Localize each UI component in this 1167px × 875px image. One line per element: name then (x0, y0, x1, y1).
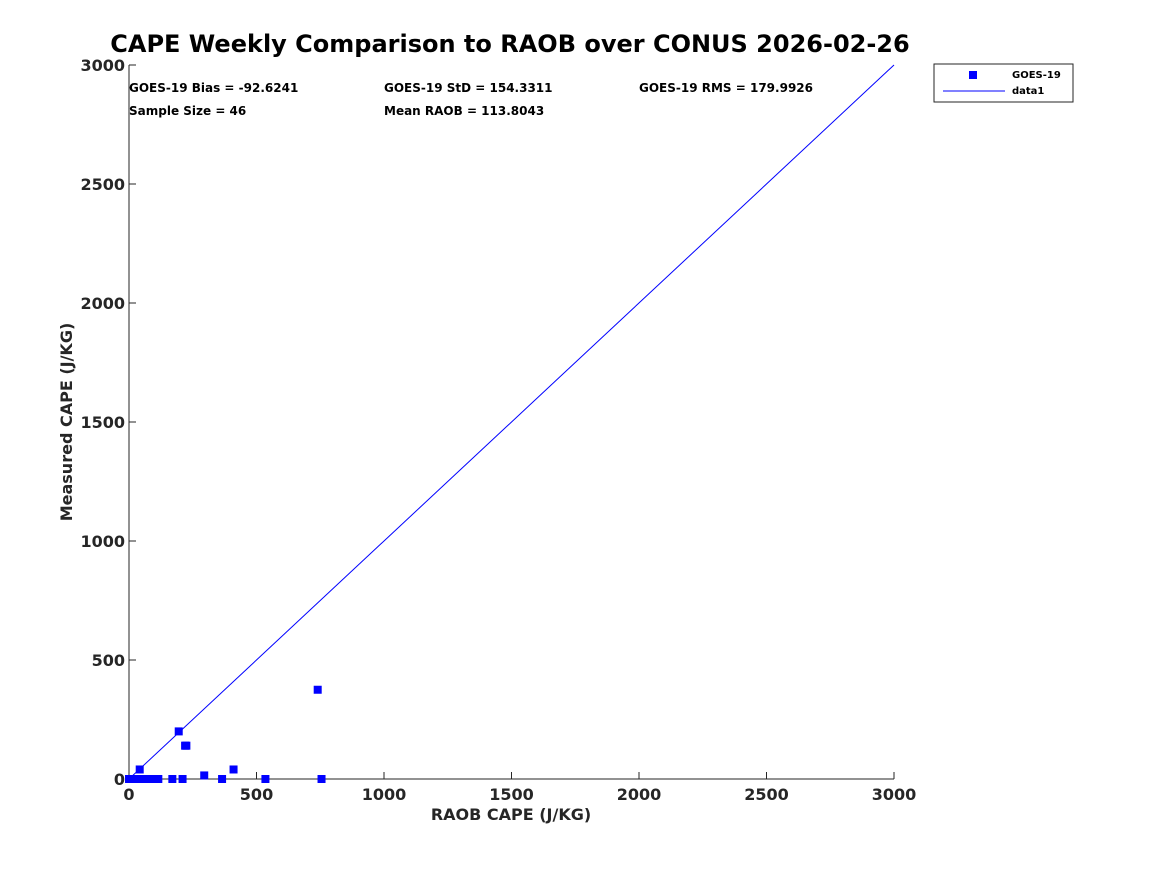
y-tick-label: 2500 (80, 175, 125, 194)
legend-label-goes19: GOES-19 (1012, 70, 1061, 81)
legend-marker-goes19 (969, 71, 977, 79)
x-tick-label: 0 (123, 785, 134, 804)
y-ticks: 0 500 1000 1500 2000 2500 3000 (80, 56, 136, 789)
y-axis-label: Measured CAPE (J/KG) (57, 323, 76, 522)
identity-line (128, 64, 895, 780)
data-point (229, 765, 238, 774)
y-tick-label: 3000 (80, 56, 125, 75)
x-tick-label: 3000 (872, 785, 917, 804)
chart-title: CAPE Weekly Comparison to RAOB over CONU… (110, 30, 909, 58)
x-tick-label: 2500 (744, 785, 789, 804)
stat-mean-raob: Mean RAOB = 113.8043 (384, 104, 544, 118)
legend-label-data1: data1 (1012, 86, 1044, 97)
data-point (317, 775, 326, 783)
x-tick-label: 500 (240, 785, 273, 804)
data-point (154, 775, 163, 783)
x-tick-label: 2000 (617, 785, 662, 804)
data-point (178, 775, 187, 783)
stat-bias: GOES-19 Bias = -92.6241 (129, 81, 298, 95)
y-tick-label: 0 (114, 770, 125, 789)
data-point (135, 765, 144, 774)
legend: GOES-19 data1 (933, 63, 1074, 103)
data-point (218, 775, 227, 783)
data-point (174, 727, 183, 736)
legend-box (933, 63, 1074, 103)
data-point (140, 775, 149, 783)
data-point (261, 775, 270, 783)
x-tick-label: 1500 (489, 785, 534, 804)
data-point (182, 741, 191, 750)
y-tick-label: 1000 (80, 532, 125, 551)
data-point (200, 771, 209, 780)
y-tick-label: 1500 (80, 413, 125, 432)
stat-sample-size: Sample Size = 46 (129, 104, 246, 118)
data-point (313, 685, 322, 694)
y-tick-label: 2000 (80, 294, 125, 313)
y-tick-label: 500 (92, 651, 125, 670)
series-data1-line (128, 64, 895, 780)
x-ticks: 0 500 1000 1500 2000 2500 3000 (123, 772, 916, 804)
data-point (168, 775, 177, 783)
stat-rms: GOES-19 RMS = 179.9926 (639, 81, 813, 95)
series-goes19-points (125, 685, 326, 783)
stat-std: GOES-19 StD = 154.3311 (384, 81, 553, 95)
x-axis-label: RAOB CAPE (J/KG) (431, 805, 591, 824)
x-tick-label: 1000 (362, 785, 407, 804)
